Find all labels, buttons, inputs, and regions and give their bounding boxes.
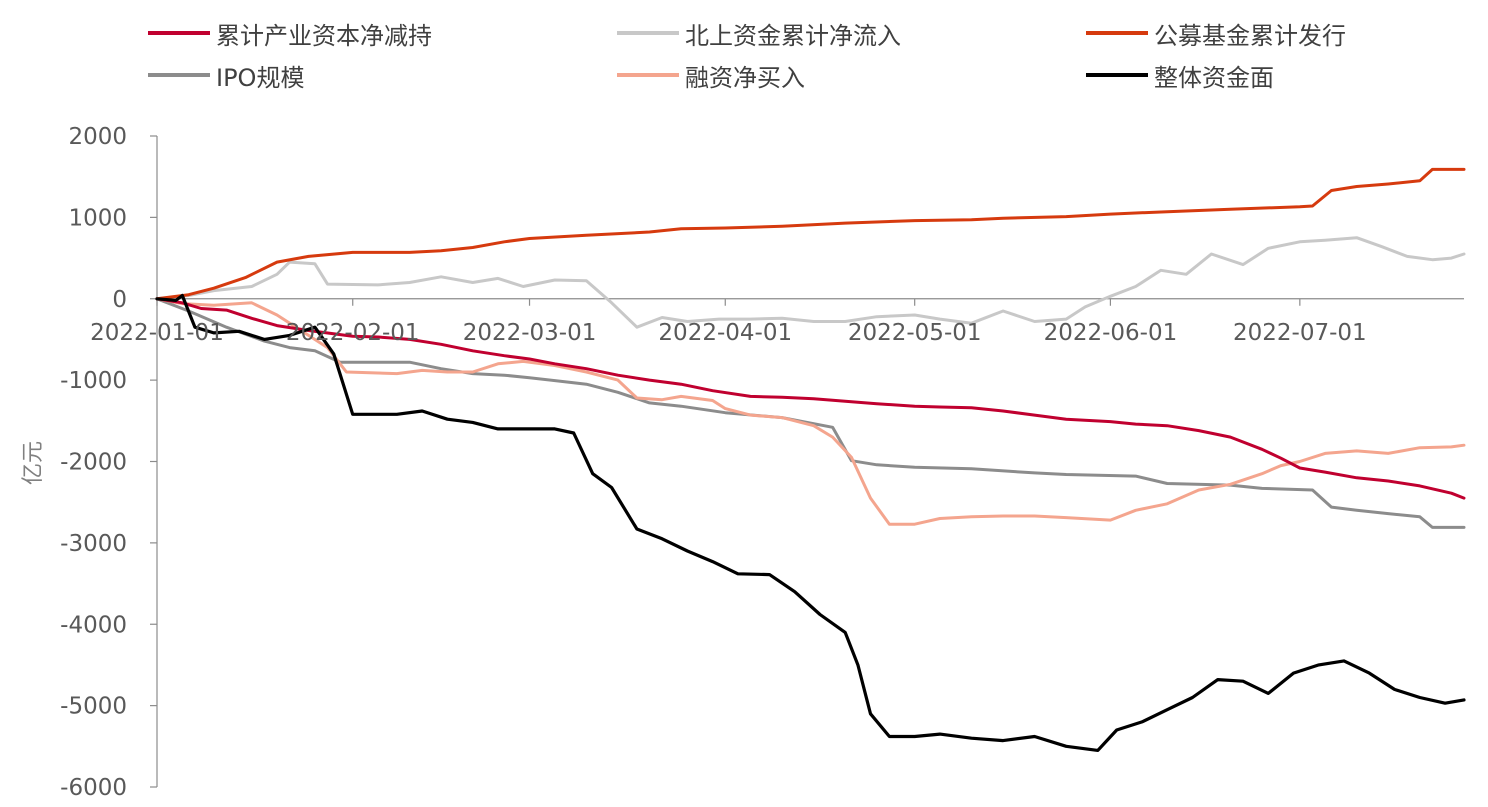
chart-legend: 累计产业资本净减持 北上资金累计净流入 公募基金累计发行 IPO规模 融资净买入… — [0, 0, 1488, 100]
series-line-2 — [155, 167, 1466, 301]
series-line-4 — [155, 297, 1466, 526]
series-line-5 — [155, 293, 1466, 753]
y-tick-label: -6000 — [60, 775, 127, 801]
y-axis-title: 亿元 — [21, 441, 46, 485]
legend-item-2: 公募基金累计发行 — [1086, 18, 1346, 50]
legend-label-0: 累计产业资本净减持 — [216, 21, 432, 50]
y-tick-label: -3000 — [60, 531, 127, 557]
x-tick-label: 2022-02-01 — [286, 320, 420, 346]
legend-line-3 — [148, 73, 210, 77]
x-tick-labels: 2022-01-01 2022-02-01 2022-03-01 2022-04-01… — [90, 320, 1367, 346]
legend-item-1: 北上资金累计净流入 — [617, 18, 901, 50]
legend-line-0 — [148, 31, 210, 35]
legend-label-4: 融资净买入 — [685, 63, 805, 92]
legend-item-4: 融资净买入 — [617, 60, 805, 92]
legend-line-4 — [617, 73, 679, 77]
x-tick-label: 2022-01-01 — [90, 320, 224, 346]
series-line-0 — [155, 297, 1466, 500]
y-tick-label: 1000 — [68, 205, 127, 231]
x-tick-label: 2022-05-01 — [848, 320, 982, 346]
y-tick-label: 2000 — [68, 124, 127, 150]
y-tick-label: -5000 — [60, 694, 127, 720]
y-tick-label: -1000 — [60, 368, 127, 394]
x-axis — [156, 298, 1464, 306]
legend-item-0: 累计产业资本净减持 — [148, 18, 432, 50]
y-tick-label: -2000 — [60, 450, 127, 476]
legend-label-5: 整体资金面 — [1154, 63, 1274, 92]
y-tick-label: -4000 — [60, 612, 127, 638]
y-tick-label: 0 — [112, 287, 127, 313]
series-line-1 — [155, 236, 1466, 329]
series-layer — [155, 167, 1466, 753]
legend-label-1: 北上资金累计净流入 — [685, 21, 901, 50]
x-tick-label: 2022-06-01 — [1044, 320, 1178, 346]
x-tick-label: 2022-04-01 — [658, 320, 792, 346]
legend-line-5 — [1086, 73, 1148, 77]
legend-item-3: IPO规模 — [148, 60, 305, 92]
legend-line-1 — [617, 31, 679, 35]
legend-label-2: 公募基金累计发行 — [1154, 21, 1346, 50]
y-axis: 2000 1000 0 -1000 -2000 -3000 -4000 -5000 -6000 — [60, 124, 158, 801]
legend-line-2 — [1086, 31, 1148, 35]
legend-label-3: IPO规模 — [216, 63, 305, 92]
legend-item-5: 整体资金面 — [1086, 60, 1274, 92]
x-tick-label: 2022-07-01 — [1233, 320, 1367, 346]
x-tick-label: 2022-03-01 — [463, 320, 597, 346]
